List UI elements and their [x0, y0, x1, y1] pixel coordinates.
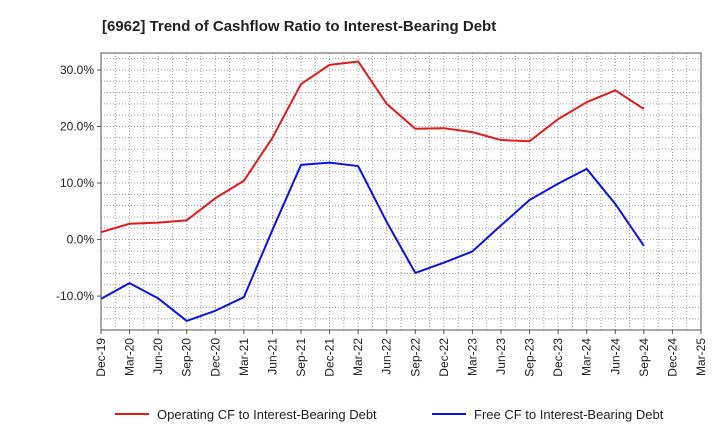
plot-border	[100, 52, 702, 331]
y-tick-label: 20.0%	[60, 119, 94, 133]
grid-lines	[101, 53, 701, 330]
x-tick-label: Jun-20	[151, 338, 165, 375]
x-tick-label: Sep-20	[180, 338, 194, 377]
x-tick-label: Dec-22	[437, 338, 451, 377]
x-tick-label: Dec-20	[208, 338, 222, 377]
x-tick-label: Jun-23	[494, 338, 508, 375]
x-tick-label: Mar-25	[694, 338, 708, 376]
x-tick-label: Jun-21	[265, 338, 279, 375]
series-lines	[100, 60, 645, 322]
x-tick-label: Sep-23	[523, 338, 537, 377]
x-tick-label: Mar-22	[351, 338, 365, 376]
chart-title: [6962] Trend of Cashflow Ratio to Intere…	[102, 18, 496, 35]
x-tick-label: Sep-22	[408, 338, 422, 377]
x-tick-label: Mar-23	[465, 338, 479, 376]
x-tick-label: Sep-21	[294, 338, 308, 377]
y-tick-label: 10.0%	[60, 176, 94, 190]
x-tick-label: Jun-22	[380, 338, 394, 375]
x-tick-label: Mar-21	[237, 338, 251, 376]
x-tick-label: Dec-21	[323, 338, 337, 377]
series-line-2	[100, 161, 645, 322]
y-tick-label: 0.0%	[67, 233, 95, 247]
x-tick-label: Dec-23	[551, 338, 565, 377]
x-tick-label: Dec-19	[94, 338, 108, 377]
x-tick-label: Mar-24	[580, 338, 594, 376]
series-line-1	[100, 60, 645, 234]
x-tick-label: Jun-24	[608, 338, 622, 375]
x-axis-ticks: Dec-19 Mar-20 Jun-20 Sep-20 Dec-20 Mar-21 Jun-…	[94, 330, 708, 377]
x-tick-label: Mar-20	[123, 338, 137, 376]
y-axis-ticks: -10.0% 0.0% 10.0% 20.0% 30.0%	[56, 63, 101, 303]
legend-label-2: Free CF to Interest-Bearing Debt	[474, 407, 664, 422]
legend: Operating CF to Interest-Bearing Debt Fre…	[115, 407, 664, 422]
legend-label-1: Operating CF to Interest-Bearing Debt	[157, 407, 377, 422]
x-tick-label: Sep-24	[637, 338, 651, 377]
x-tick-label: Dec-24	[665, 338, 679, 377]
y-tick-label: -10.0%	[56, 289, 94, 303]
y-tick-label: 30.0%	[60, 63, 94, 77]
